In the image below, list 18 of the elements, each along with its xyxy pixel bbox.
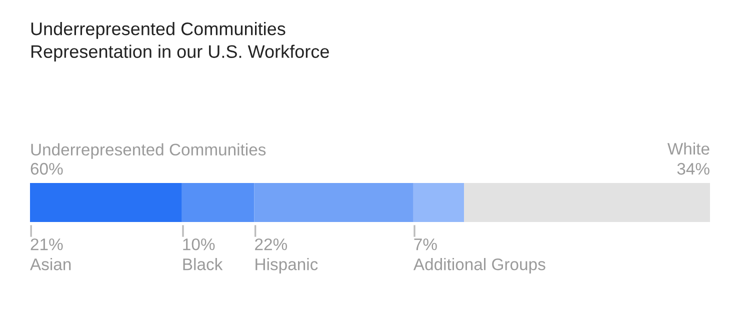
text: Additional Groups: [413, 258, 546, 274]
bar: [254, 183, 414, 222]
bar: [464, 183, 710, 222]
text: Hispanic: [256, 258, 318, 274]
bar: [182, 183, 254, 222]
bar: [413, 183, 464, 222]
data-label: 22%: [255, 238, 288, 250]
series-label: White: [667, 142, 710, 155]
data-label: 34%: [677, 162, 710, 175]
data-label: 7%: [414, 238, 437, 250]
text: Black: [183, 258, 223, 270]
text: Asian: [30, 258, 71, 270]
text: Underrepresented Communities: [31, 143, 266, 159]
text: 60%: [30, 162, 63, 175]
data-label: 21%: [30, 238, 63, 250]
data-label: 10%: [183, 238, 215, 250]
chart-title: Underrepresented Communities Representation in our U.S. Workforce: [31, 22, 329, 62]
bar: [30, 183, 182, 222]
